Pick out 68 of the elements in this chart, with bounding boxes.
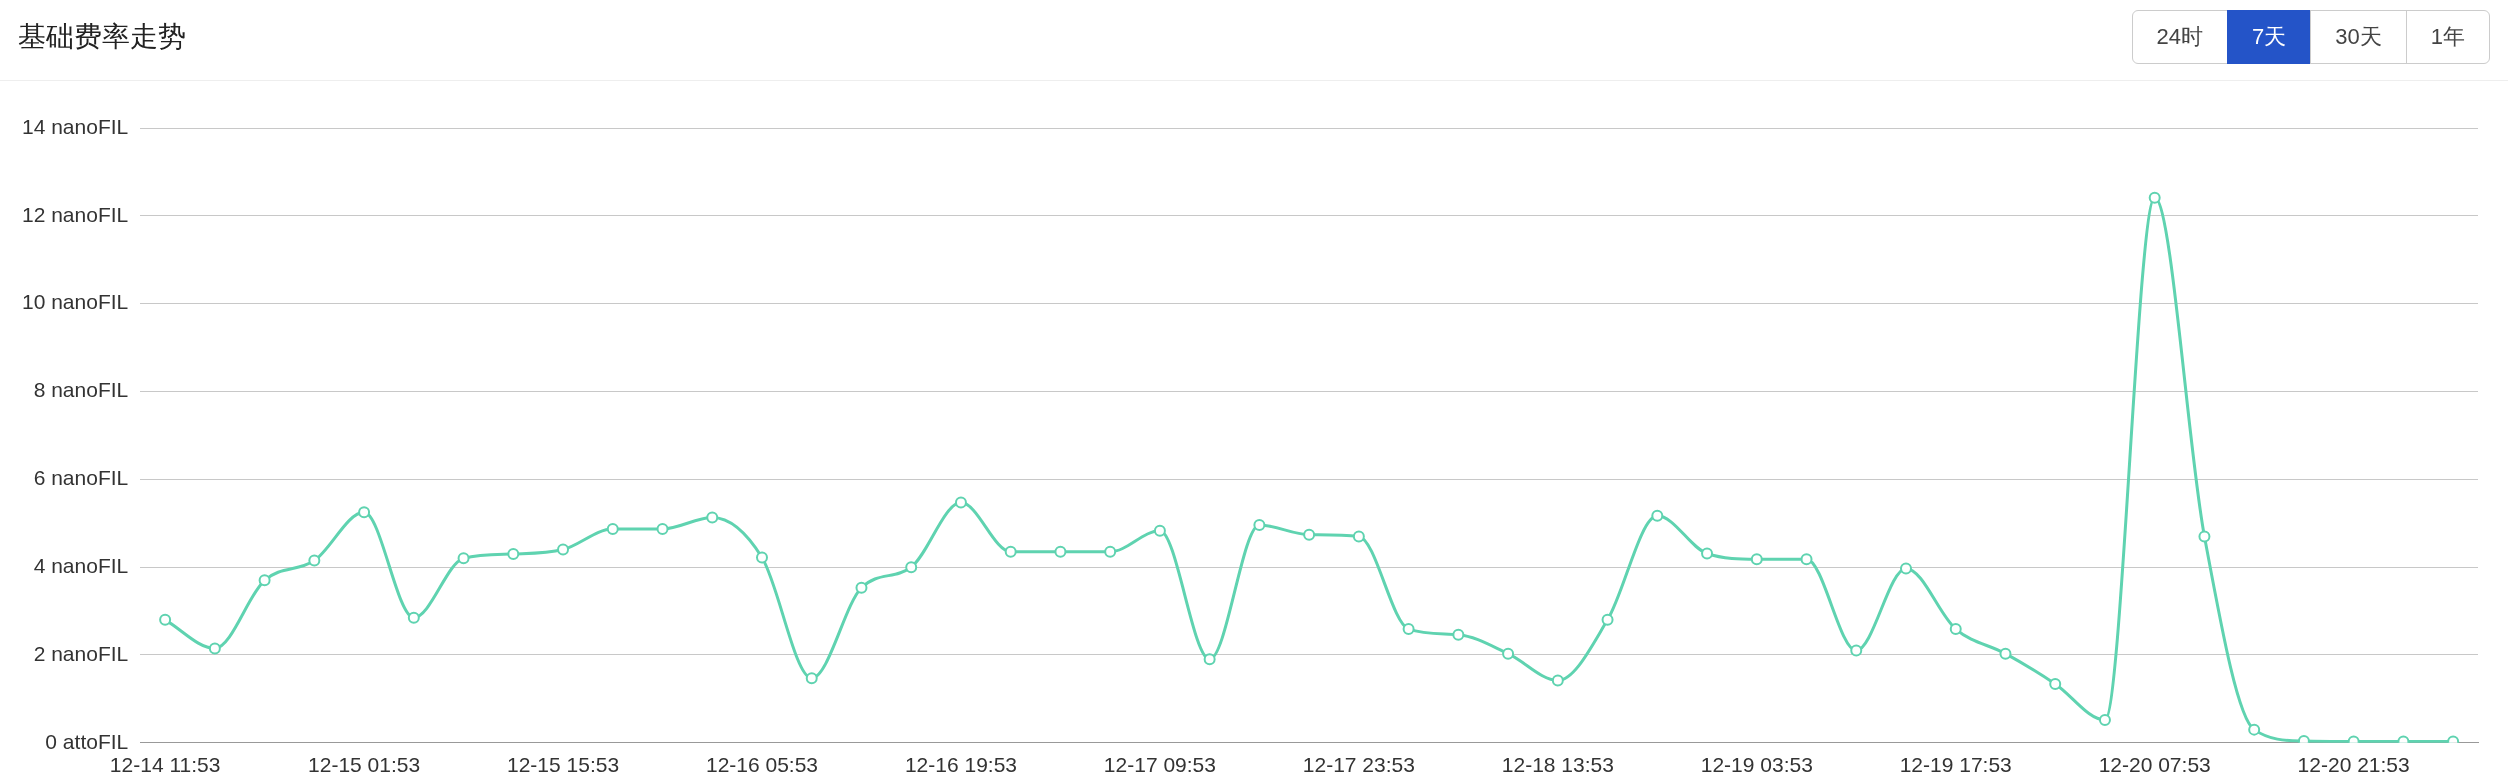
point bbox=[2148, 191, 2161, 204]
x-tick-label: 12-14 11:53 bbox=[109, 753, 221, 777]
point bbox=[1303, 528, 1316, 541]
point bbox=[159, 613, 172, 626]
point bbox=[457, 552, 470, 565]
y-tick-label: 4 nanoFIL bbox=[33, 553, 129, 577]
point bbox=[1153, 524, 1166, 537]
point bbox=[2248, 723, 2261, 736]
x-tick-label: 12-19 17:53 bbox=[1899, 753, 2012, 777]
x-tick-label: 12-15 15:53 bbox=[506, 753, 620, 777]
point bbox=[208, 642, 221, 655]
point bbox=[507, 547, 520, 560]
point bbox=[308, 554, 321, 567]
point bbox=[805, 672, 818, 685]
text: 7天 bbox=[2227, 10, 2312, 64]
point bbox=[1999, 647, 2012, 660]
point bbox=[1054, 545, 1067, 558]
x-tick-label: 12-15 01:53 bbox=[308, 753, 421, 777]
point bbox=[1104, 545, 1117, 558]
x-tick-label: 12-19 03:53 bbox=[1700, 753, 1813, 777]
point bbox=[557, 543, 570, 556]
point bbox=[1004, 545, 1017, 558]
y-tick-label: 0 attoFIL bbox=[45, 729, 129, 753]
text: 1年 bbox=[2405, 10, 2490, 64]
text: 30天 bbox=[2310, 10, 2407, 64]
point bbox=[1601, 613, 1614, 626]
point bbox=[706, 511, 719, 524]
point bbox=[855, 581, 868, 594]
text: 24时 bbox=[2131, 10, 2229, 64]
x-tick-label: 12-16 05:53 bbox=[705, 753, 819, 777]
y-tick-label: 14 nanoFIL bbox=[21, 114, 129, 138]
x-tick-label: 12-17 23:53 bbox=[1302, 753, 1415, 777]
point bbox=[1850, 644, 1863, 657]
point bbox=[2098, 713, 2111, 726]
point bbox=[1203, 653, 1216, 666]
point bbox=[2198, 530, 2211, 543]
point bbox=[1402, 623, 1415, 636]
point bbox=[1900, 562, 1912, 575]
point bbox=[1750, 553, 1763, 566]
y-tick-label: 12 nanoFIL bbox=[21, 202, 129, 226]
point bbox=[1651, 509, 1664, 522]
point bbox=[1701, 547, 1714, 560]
point bbox=[1502, 647, 1515, 660]
x-tick-label: 12-18 13:53 bbox=[1501, 753, 1614, 777]
point bbox=[656, 522, 669, 535]
point bbox=[258, 574, 271, 587]
x-tick-label: 12-20 21:53 bbox=[2297, 753, 2410, 777]
x-tick-label: 12-20 07:53 bbox=[2098, 753, 2211, 777]
point bbox=[606, 522, 619, 535]
point bbox=[1253, 518, 1266, 531]
point bbox=[407, 611, 420, 624]
point bbox=[905, 561, 918, 574]
point bbox=[1949, 623, 1962, 636]
point bbox=[954, 496, 967, 509]
point bbox=[1452, 628, 1465, 641]
x-tick-label: 12-17 09:53 bbox=[1103, 753, 1216, 777]
x-tick-label: 12-16 19:53 bbox=[904, 753, 1017, 777]
y-tick-label: 10 nanoFIL bbox=[21, 290, 129, 314]
chart-title: 基础费率走势 bbox=[18, 20, 186, 54]
y-tick-label: 2 nanoFIL bbox=[33, 641, 129, 665]
point bbox=[358, 506, 371, 519]
point bbox=[1551, 674, 1564, 687]
point bbox=[1352, 530, 1365, 543]
point bbox=[1800, 553, 1813, 566]
y-tick-label: 6 nanoFIL bbox=[33, 466, 129, 490]
point bbox=[755, 551, 768, 564]
y-tick-label: 8 nanoFIL bbox=[33, 378, 129, 402]
point bbox=[2049, 677, 2062, 690]
